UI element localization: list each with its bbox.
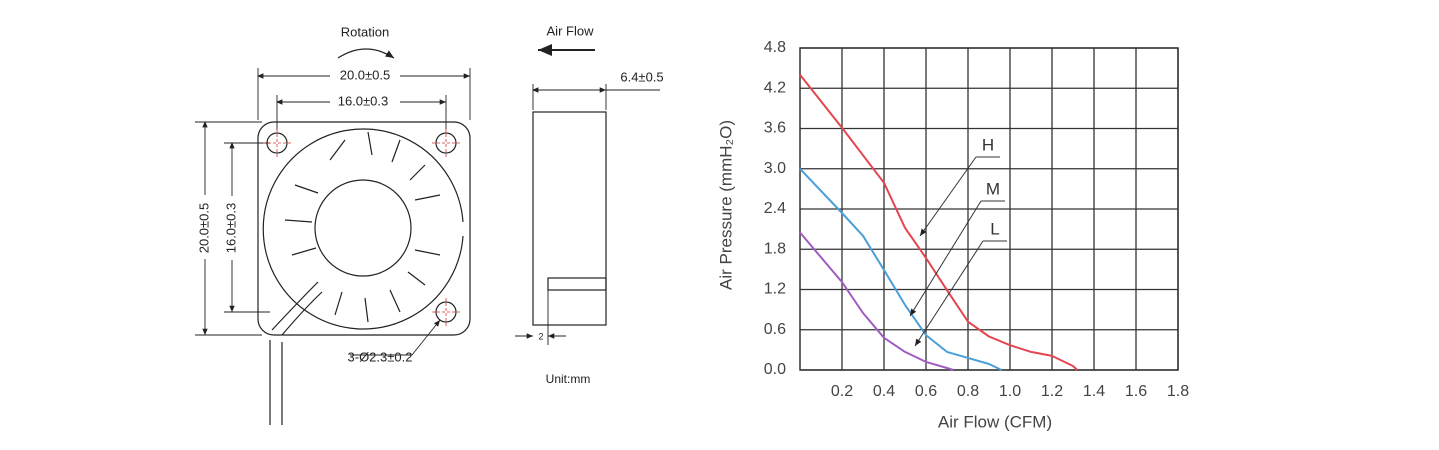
y-tick-label: 3.0 bbox=[764, 160, 786, 177]
x-tick-label: 1.4 bbox=[1083, 383, 1105, 400]
x-tick-label: 1.0 bbox=[999, 383, 1021, 400]
y-tick-label: 4.8 bbox=[764, 39, 786, 56]
fan-side-view: Air Flow 6.4±0.5 2 Unit:mm bbox=[515, 23, 664, 386]
pq-chart: Air Flow (CFM) Air Pressure (mmH₂O) 0.0 0… bbox=[716, 39, 1189, 431]
fan-front-view: Rotation 20.0±0.5 16.0±0.3 20.0±0.5 16.0… bbox=[195, 24, 471, 425]
curve-label: H bbox=[982, 135, 994, 154]
fan-ring bbox=[262, 128, 464, 330]
mount-hole bbox=[435, 301, 457, 323]
outer-width: 20.0±0.5 bbox=[340, 67, 391, 82]
leader-line bbox=[914, 240, 984, 347]
lip-label: 2 bbox=[538, 331, 543, 341]
curve-label: L bbox=[990, 219, 999, 238]
fan-hub bbox=[314, 179, 412, 277]
y-tick-label: 0.6 bbox=[764, 321, 786, 338]
curve-H bbox=[799, 74, 1078, 371]
side-lip bbox=[547, 277, 607, 291]
holes-label: 3-Ø2.3±0.2 bbox=[348, 349, 413, 364]
curve-L bbox=[799, 231, 954, 371]
rotation-arrow bbox=[337, 48, 395, 59]
label-bg bbox=[330, 94, 400, 110]
x-tick-label: 0.8 bbox=[957, 383, 979, 400]
x-tick-label: 1.6 bbox=[1125, 383, 1147, 400]
hole-height: 16.0±0.3 bbox=[223, 203, 238, 254]
y-tick-label: 1.8 bbox=[764, 240, 786, 257]
x-tick-label: 0.4 bbox=[873, 383, 895, 400]
fan-blades bbox=[284, 131, 441, 323]
x-tick-label: 1.2 bbox=[1041, 383, 1063, 400]
label-bg bbox=[224, 196, 240, 260]
label-bg bbox=[197, 195, 213, 259]
y-tick-label: 0.0 bbox=[764, 361, 786, 378]
hole-width: 16.0±0.3 bbox=[338, 93, 389, 108]
x-tick-label: 1.8 bbox=[1167, 383, 1189, 400]
curve-label: M bbox=[986, 179, 1000, 198]
mount-hole bbox=[266, 132, 288, 154]
fan-wires bbox=[269, 281, 323, 425]
y-tick-label: 3.6 bbox=[764, 120, 786, 137]
y-tick-label: 1.2 bbox=[764, 281, 786, 298]
y-tick-label: 2.4 bbox=[764, 200, 786, 217]
fan-frame bbox=[257, 121, 471, 336]
thickness-label: 6.4±0.5 bbox=[620, 69, 663, 84]
outer-height: 20.0±0.5 bbox=[196, 203, 211, 254]
leader-line bbox=[909, 200, 982, 317]
y-tick-label: 4.2 bbox=[764, 79, 786, 96]
y-axis-title: Air Pressure (mmH₂O) bbox=[716, 120, 735, 290]
airflow-label: Air Flow bbox=[547, 23, 595, 38]
x-tick-label: 0.2 bbox=[831, 383, 853, 400]
mount-hole bbox=[435, 132, 457, 154]
leader-line bbox=[919, 156, 977, 237]
unit-label: Unit:mm bbox=[546, 372, 591, 386]
x-axis-title: Air Flow (CFM) bbox=[938, 412, 1052, 431]
leader-line bbox=[411, 319, 441, 356]
label-bg bbox=[330, 68, 400, 84]
x-tick-label: 0.6 bbox=[915, 383, 937, 400]
side-body bbox=[532, 111, 607, 326]
rotation-label: Rotation bbox=[341, 24, 389, 39]
curve-M bbox=[799, 168, 1003, 371]
